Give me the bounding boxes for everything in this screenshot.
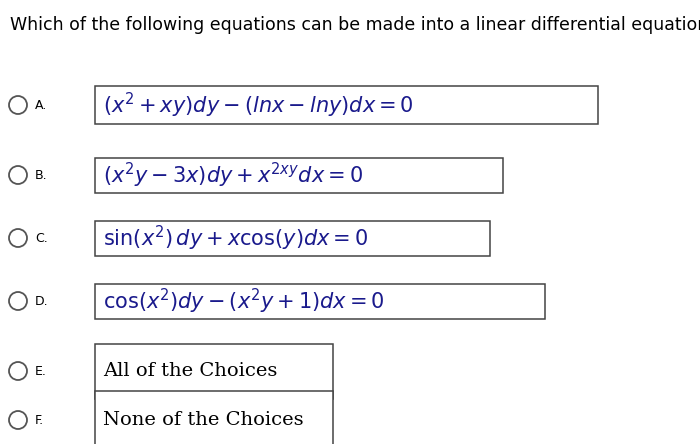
Bar [95, 391, 333, 444]
Text: None of the Choices: None of the Choices [103, 411, 304, 429]
Text: $\cos(x^2)dy - (x^2y + 1)dx = 0$: $\cos(x^2)dy - (x^2y + 1)dx = 0$ [103, 286, 385, 316]
Text: D.: D. [35, 294, 48, 308]
Text: Which of the following equations can be made into a linear differential equation: Which of the following equations can be … [10, 16, 700, 34]
Text: All of the Choices: All of the Choices [103, 362, 277, 380]
Text: A.: A. [35, 99, 48, 111]
Bar [95, 284, 545, 318]
Text: $(x^2y - 3x)dy + x^{2xy}dx = 0$: $(x^2y - 3x)dy + x^{2xy}dx = 0$ [103, 160, 363, 190]
Text: $\sin(x^2)\, dy + x\cos(y)dx = 0$: $\sin(x^2)\, dy + x\cos(y)dx = 0$ [103, 223, 368, 253]
Text: B.: B. [35, 169, 48, 182]
Text: C.: C. [35, 231, 48, 245]
Bar [95, 221, 490, 255]
Text: E.: E. [35, 365, 47, 377]
Bar [95, 344, 333, 399]
Bar [95, 158, 503, 193]
Bar [95, 86, 598, 124]
Text: $(x^2 + xy)dy - (\mathit{ln}x - \mathit{ln}y)dx = 0$: $(x^2 + xy)dy - (\mathit{ln}x - \mathit{… [103, 91, 414, 119]
Text: F.: F. [35, 413, 44, 427]
